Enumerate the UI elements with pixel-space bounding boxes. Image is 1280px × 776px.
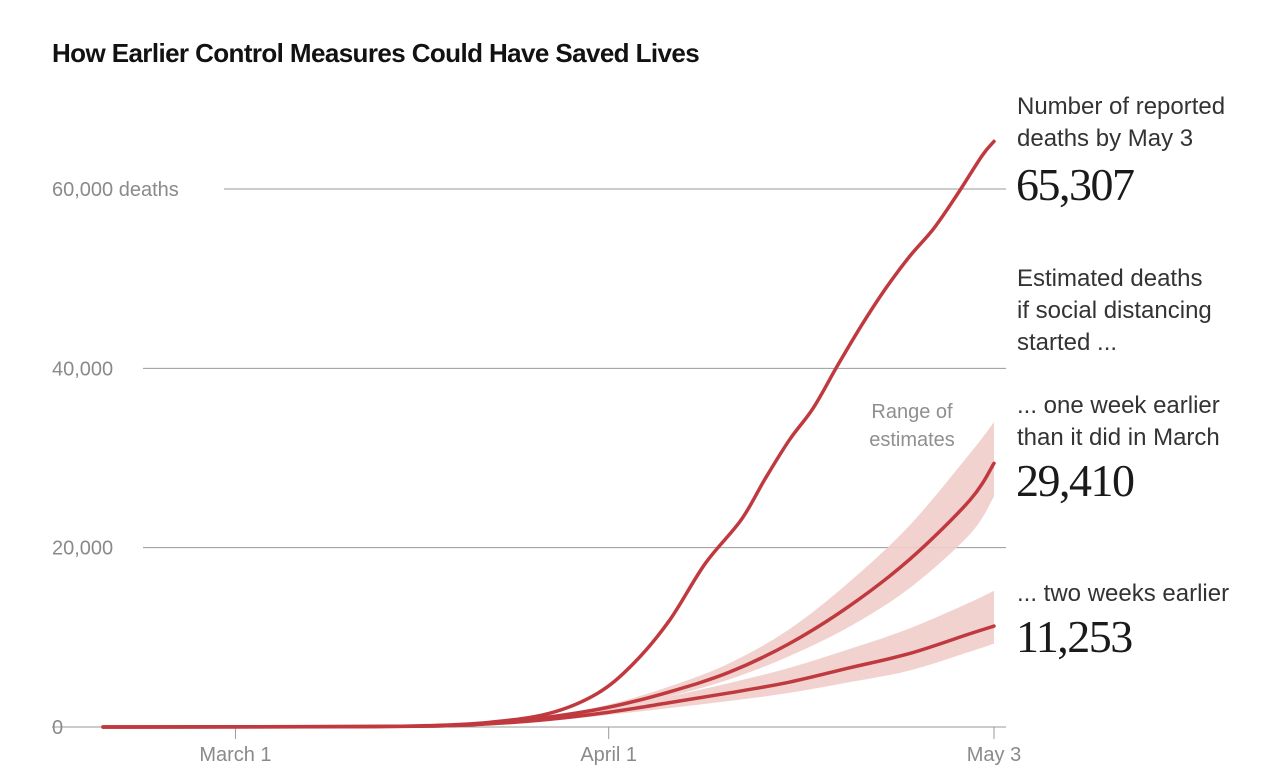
estimated-label: Estimated deaths if social distancing st… [1017, 263, 1212, 359]
y-tick-label-3: 60,000 deaths [52, 179, 179, 201]
one-week-label-line2: than it did in March [1017, 424, 1220, 451]
estimated-label-line1: Estimated deaths [1017, 265, 1203, 292]
one-week-label: ... one week earlier than it did in Marc… [1017, 390, 1220, 454]
estimated-label-line2: if social distancing [1017, 297, 1212, 324]
one-week-label-line1: ... one week earlier [1017, 392, 1220, 419]
range-label-line1: Range of [871, 401, 953, 423]
one-week-value: 29,410 [1016, 455, 1135, 506]
x-tick-label-0: March 1 [199, 744, 271, 766]
reported-label-line2: deaths by May 3 [1017, 125, 1194, 152]
range-band-2 [103, 590, 994, 727]
y-tick-label-0: 0 [52, 717, 63, 739]
two-weeks-value: 11,253 [1016, 611, 1133, 662]
two-weeks-label-line1: ... two weeks earlier [1017, 580, 1230, 607]
series-line-2 [101, 624, 996, 729]
reported-label: Number of reported deaths by May 3 [1017, 91, 1225, 155]
series-line-0 [101, 139, 996, 729]
estimated-label-line3: started ... [1017, 329, 1118, 356]
x-tick-label-1: April 1 [580, 744, 637, 766]
x-tick-label-2: May 3 [967, 744, 1021, 766]
two-weeks-label: ... two weeks earlier [1017, 578, 1229, 610]
reported-value: 65,307 [1016, 159, 1135, 210]
y-tick-label-1: 20,000 [52, 538, 113, 560]
reported-label-line1: Number of reported [1017, 93, 1226, 120]
range-band-1 [103, 422, 994, 727]
y-tick-label-2: 40,000 [52, 358, 113, 380]
chart-title: How Earlier Control Measures Could Have … [52, 38, 700, 68]
range-label-line2: estimates [869, 429, 955, 451]
